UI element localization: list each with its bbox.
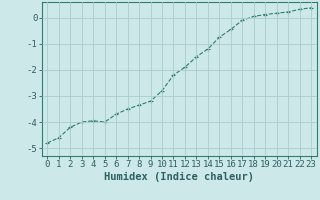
X-axis label: Humidex (Indice chaleur): Humidex (Indice chaleur) [104, 172, 254, 182]
